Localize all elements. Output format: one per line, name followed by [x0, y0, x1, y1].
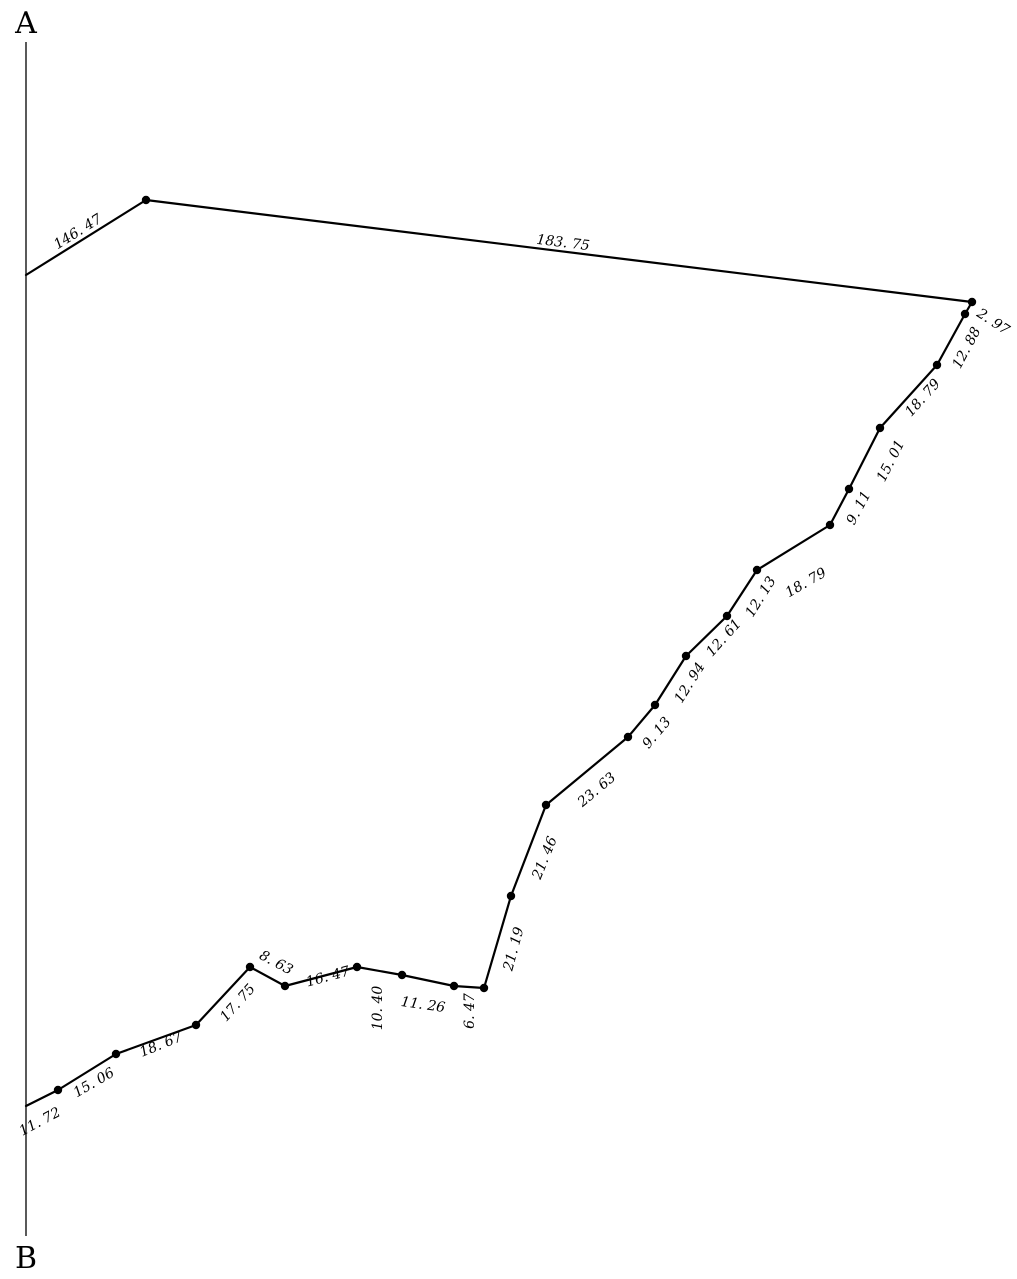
vertex-point [844, 484, 854, 494]
traverse-vertices [53, 195, 977, 1095]
segment-length-label: 18. 67 [137, 1029, 184, 1061]
segment-length-label: 16. 47 [304, 963, 351, 990]
label-a: A [14, 6, 37, 41]
segment-length-label: 6. 47 [462, 993, 478, 1029]
segment-length-label: 183. 75 [536, 232, 591, 254]
segment-length-label: 11. 26 [400, 994, 446, 1016]
segment-length-label: 21. 19 [500, 925, 527, 973]
vertex-point [397, 970, 407, 980]
vertex-point [960, 309, 970, 319]
vertex-point [141, 195, 151, 205]
traverse-polyline [24, 198, 974, 1108]
vertex-point [541, 800, 551, 810]
vertex-point [506, 891, 516, 901]
vertex-point [449, 981, 459, 991]
vertex-point [825, 520, 835, 530]
segment-length-label: 15. 06 [71, 1065, 118, 1101]
segment-length-label: 9. 13 [639, 714, 674, 752]
segment-length-label: 21. 46 [529, 834, 561, 882]
traverse-path [24, 198, 974, 1108]
segment-length-label: 12. 13 [742, 574, 779, 620]
segment-length-label: 15. 01 [874, 438, 908, 485]
vertex-point [967, 297, 977, 307]
vertex-point [623, 732, 633, 742]
vertex-point [479, 983, 489, 993]
segment-length-label: 18. 79 [783, 565, 830, 601]
vertex-point [280, 981, 290, 991]
vertex-point [191, 1020, 201, 1030]
vertex-point [650, 700, 660, 710]
vertex-point [932, 360, 942, 370]
segment-length-label: 10. 40 [370, 986, 386, 1031]
vertex-point [875, 423, 885, 433]
segment-length-label: 9. 11 [844, 489, 875, 528]
vertex-point [53, 1085, 63, 1095]
vertex-point [752, 565, 762, 575]
vertex-point [245, 962, 255, 972]
vertex-point [681, 651, 691, 661]
vertex-point [352, 962, 362, 972]
vertex-point [111, 1049, 121, 1059]
segment-length-label: 11. 72 [17, 1104, 64, 1139]
segment-length-label: 12. 61 [703, 616, 745, 660]
label-b: B [15, 1241, 37, 1276]
segment-length-label: 17. 75 [217, 981, 259, 1025]
segment-length-label: 12. 94 [671, 660, 708, 706]
vertex-point [722, 611, 732, 621]
